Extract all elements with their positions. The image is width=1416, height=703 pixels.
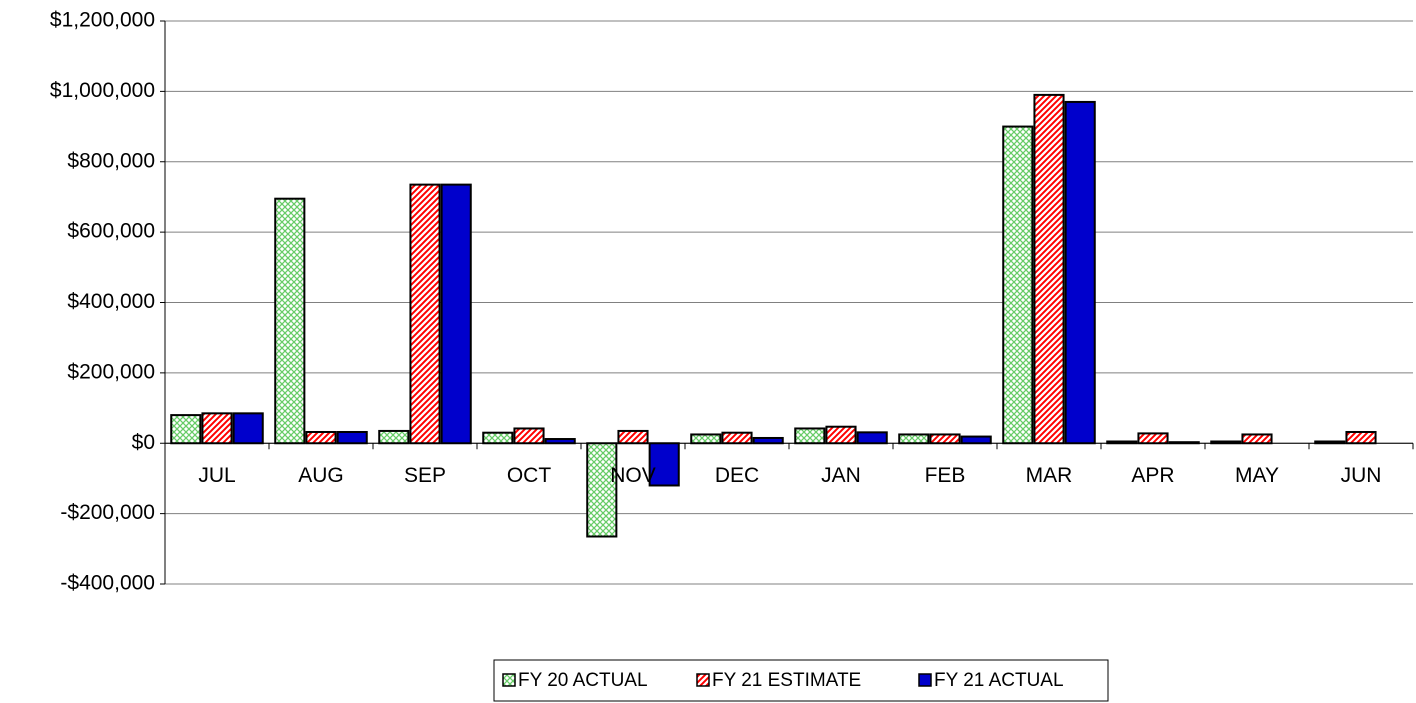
bar [201,412,233,445]
bar [825,425,857,445]
bar [482,431,514,445]
bar [1137,432,1169,445]
bar [960,435,992,445]
x-tick-label: JUN [1341,464,1382,487]
bar [170,414,202,445]
x-tick-label: MAR [1026,464,1073,487]
x-tick-label: OCT [507,464,552,487]
y-tick-label: $0 [132,431,155,454]
bar [440,183,472,445]
y-tick-label: $200,000 [67,360,155,383]
bar [305,430,337,445]
legend-swatch [502,673,516,687]
bar [1002,125,1034,445]
legend-swatch [696,673,710,687]
y-tick-label: $600,000 [67,220,155,243]
bar [690,433,722,445]
bar [929,433,961,445]
x-tick-label: NOV [610,464,656,487]
bar [721,431,753,445]
bar [513,427,545,445]
bar [1345,430,1377,445]
bar [1033,93,1065,445]
bar [752,436,784,445]
y-tick-label: $1,200,000 [50,9,155,32]
bar [274,197,306,445]
y-tick-label: $1,000,000 [50,79,155,102]
bar [617,429,649,445]
x-tick-label: JUL [198,464,235,487]
legend-label: FY 20 ACTUAL [518,670,648,691]
x-tick-label: AUG [298,464,344,487]
legend-label: FY 21 ESTIMATE [712,670,861,691]
legend-swatch [918,673,932,687]
bar [898,433,930,445]
x-tick-label: FEB [925,464,966,487]
x-tick-label: APR [1131,464,1174,487]
x-tick-label: JAN [821,464,861,487]
x-tick-label: MAY [1235,464,1279,487]
bar [378,429,410,445]
x-tick-label: DEC [715,464,759,487]
bar [1064,100,1096,445]
bar [232,412,264,445]
x-tick-label: SEP [404,464,446,487]
legend-box [493,659,1109,702]
bar [856,431,888,445]
bar [586,442,618,538]
bar [336,430,368,445]
bar [544,438,576,445]
bar [1241,433,1273,445]
legend-label: FY 21 ACTUAL [934,670,1064,691]
y-tick-label: -$400,000 [60,572,155,595]
bar [409,183,441,445]
legend: FY 20 ACTUAL FY 21 ESTIMATE FY 21 ACTUAL [493,659,1109,702]
y-tick-label: -$200,000 [60,501,155,524]
bar [794,427,826,445]
y-tick-label: $800,000 [67,149,155,172]
y-tick-label: $400,000 [67,290,155,313]
